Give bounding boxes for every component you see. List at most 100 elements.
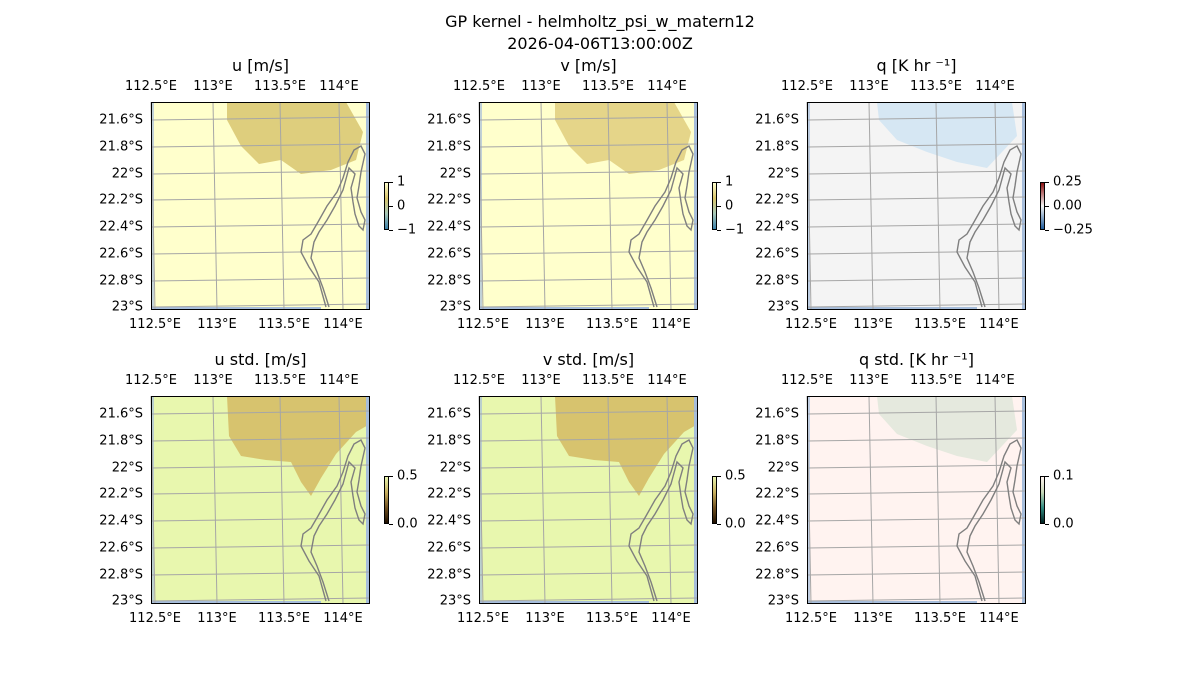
coastline <box>956 439 1022 602</box>
lat-tick-label: 23°S <box>439 299 471 315</box>
lon-tick-label-bottom: 114°E <box>323 317 363 332</box>
ocean-edge-bottom <box>479 307 649 310</box>
lon-tick-label-top: 112.5°E <box>125 79 177 94</box>
map-panel-u_std <box>150 395 371 605</box>
map-frame <box>479 396 698 604</box>
lon-tick-label-top: 113°E <box>849 373 889 388</box>
lon-tick-label-top: 113.5°E <box>254 79 306 94</box>
lon-tick-label-top: 114°E <box>975 373 1015 388</box>
ocean-edge-bottom <box>151 601 321 604</box>
colorbar-u_std <box>384 476 389 524</box>
lat-tick-label: 22.4°S <box>755 219 799 235</box>
colorbar-tick-label: 1 <box>725 174 734 190</box>
ocean-edge-right <box>366 102 370 310</box>
lat-tick-label: 21.6°S <box>99 406 143 422</box>
lon-tick-label-bottom: 113.5°E <box>586 611 638 626</box>
graticule <box>478 101 699 311</box>
coastline <box>956 145 1022 308</box>
lat-tick-label: 22.8°S <box>99 567 143 583</box>
graticule <box>478 395 699 605</box>
lon-tick-label-top: 113.5°E <box>910 79 962 94</box>
lat-tick-label: 22.2°S <box>99 192 143 208</box>
lon-tick-label-bottom: 113°E <box>853 317 893 332</box>
ocean-edge-bottom <box>807 601 977 604</box>
colorbar-tick-label: 0 <box>725 198 734 214</box>
lat-tick-label: 22°S <box>439 460 471 476</box>
coastline <box>300 439 366 602</box>
lat-tick-label: 22.8°S <box>755 567 799 583</box>
lon-tick-label-top: 113.5°E <box>254 373 306 388</box>
colorbar-tick-mark <box>1045 182 1049 183</box>
lon-tick-label-bottom: 113°E <box>853 611 893 626</box>
lon-tick-label-bottom: 112.5°E <box>129 317 181 332</box>
lon-tick-label-top: 113°E <box>521 373 561 388</box>
colorbar-tick-label: 1 <box>397 174 406 190</box>
colorbar-tick-label: 0.00 <box>1053 198 1082 214</box>
lat-tick-label: 21.6°S <box>755 406 799 422</box>
lon-tick-label-top: 113°E <box>193 79 233 94</box>
field-anomaly-region <box>555 102 691 174</box>
lon-tick-label-top: 114°E <box>319 373 359 388</box>
colorbar-tick-label: −0.25 <box>1053 222 1093 238</box>
lat-tick-label: 22°S <box>767 460 799 476</box>
lon-tick-label-bottom: 114°E <box>979 611 1019 626</box>
map-panel-u <box>150 101 371 311</box>
map-frame <box>807 102 1026 310</box>
colorbar-tick-mark <box>717 182 721 183</box>
lat-tick-label: 23°S <box>767 593 799 609</box>
colorbar-tick-label: 0 <box>397 198 406 214</box>
panel-title-v: v [m/s] <box>560 56 617 75</box>
lon-tick-label-top: 112.5°E <box>781 373 833 388</box>
lon-tick-label-top: 113°E <box>193 373 233 388</box>
lon-tick-label-top: 112.5°E <box>453 79 505 94</box>
panel-title-v_std: v std. [m/s] <box>542 350 635 369</box>
ocean-edge-right <box>366 396 370 604</box>
field-anomaly-region <box>227 102 363 174</box>
lat-tick-label: 22.2°S <box>99 486 143 502</box>
lon-tick-label-top: 113.5°E <box>582 373 634 388</box>
lat-tick-label: 21.8°S <box>99 433 143 449</box>
lon-tick-label-bottom: 112.5°E <box>785 611 837 626</box>
colorbar-q_std <box>1040 476 1045 524</box>
lat-tick-label: 22.6°S <box>427 540 471 556</box>
lon-tick-label-top: 112.5°E <box>125 373 177 388</box>
lon-tick-label-top: 112.5°E <box>781 79 833 94</box>
lat-tick-label: 22.6°S <box>99 540 143 556</box>
lat-tick-label: 21.6°S <box>427 406 471 422</box>
lat-tick-label: 21.6°S <box>99 112 143 128</box>
lat-tick-label: 23°S <box>111 593 143 609</box>
lon-tick-label-bottom: 113°E <box>525 611 565 626</box>
coastline <box>628 145 694 308</box>
map-panel-q_std <box>806 395 1027 605</box>
graticule <box>806 395 1027 605</box>
lon-tick-label-bottom: 114°E <box>979 317 1019 332</box>
lon-tick-label-bottom: 113°E <box>197 317 237 332</box>
lon-tick-label-top: 114°E <box>975 79 1015 94</box>
lat-tick-label: 22.2°S <box>755 486 799 502</box>
lon-tick-label-top: 113°E <box>849 79 889 94</box>
lon-tick-label-bottom: 114°E <box>651 611 691 626</box>
colorbar-tick-mark <box>1045 524 1049 525</box>
figure-title: GP kernel - helmholtz_psi_w_matern12 <box>445 12 755 31</box>
colorbar-tick-label: −1 <box>397 222 417 238</box>
colorbar-tick-mark <box>389 230 393 231</box>
colorbar-tick-label: 0.5 <box>725 468 746 484</box>
lon-tick-label-bottom: 112.5°E <box>457 611 509 626</box>
figure-subtitle: 2026-04-06T13:00:00Z <box>507 34 693 53</box>
colorbar-tick-mark <box>389 524 393 525</box>
coastline <box>628 439 694 602</box>
colorbar-tick-label: 0.0 <box>725 516 746 532</box>
colorbar-tick-mark <box>717 230 721 231</box>
map-panel-v_std <box>478 395 699 605</box>
lat-tick-label: 22.8°S <box>755 273 799 289</box>
colorbar-v_std <box>712 476 717 524</box>
map-panel-q <box>806 101 1027 311</box>
colorbar-tick-mark <box>1045 230 1049 231</box>
lon-tick-label-top: 113.5°E <box>582 79 634 94</box>
ocean-edge-bottom <box>807 307 977 310</box>
lat-tick-label: 22°S <box>439 166 471 182</box>
field-anomaly-region <box>555 396 698 496</box>
lat-tick-label: 22.6°S <box>99 246 143 262</box>
lat-tick-label: 22.4°S <box>99 513 143 529</box>
map-panel-v <box>478 101 699 311</box>
